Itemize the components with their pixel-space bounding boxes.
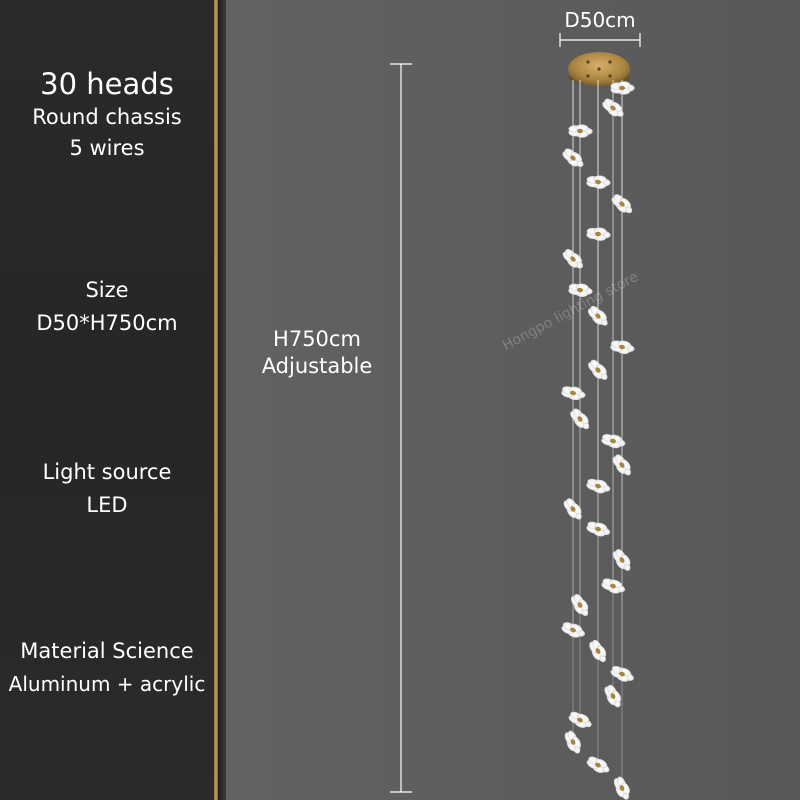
flower-lamp: [589, 639, 607, 663]
flower-lamp: [568, 124, 593, 138]
flower-lamp: [568, 283, 593, 297]
shadow-divider: [218, 0, 226, 800]
diameter-label: D50cm: [564, 8, 636, 32]
flower-lamp: [604, 684, 622, 708]
flower-lamp: [586, 756, 610, 773]
size-value: D50*H750cm: [36, 311, 178, 336]
light-value: LED: [86, 493, 128, 518]
flower-lamp: [562, 148, 584, 167]
height-label: H750cm: [273, 327, 361, 351]
product-background: [226, 0, 800, 800]
flower-lamp: [602, 98, 624, 117]
flower-lamp: [562, 249, 583, 269]
flower-lamp: [611, 194, 633, 214]
chassis-type: Round chassis: [32, 104, 182, 129]
height-bracket: [390, 63, 412, 793]
flower-lamp: [564, 730, 581, 754]
flower-lamp: [612, 454, 631, 476]
size-spec: Size D50*H750cm: [0, 277, 214, 338]
flower-lamp: [601, 434, 626, 449]
flower-lamp: [601, 578, 626, 594]
flower-lamp: [586, 478, 611, 494]
material-value: Aluminum + acrylic: [8, 672, 206, 697]
flower-lamps: [561, 81, 635, 800]
flower-lamp: [610, 665, 634, 682]
flower-lamp: [612, 549, 631, 571]
spec-panel: [0, 0, 214, 800]
flower-lamp: [610, 81, 635, 95]
size-label: Size: [85, 278, 129, 302]
flower-lamp: [586, 175, 611, 189]
light-label: Light source: [42, 460, 172, 484]
flower-lamp: [586, 227, 611, 241]
height-note: Adjustable: [261, 354, 373, 379]
flower-lamp: [561, 386, 586, 401]
material-label: Material Science: [20, 639, 194, 663]
heads-spec: 30 heads Round chassis 5 wires: [0, 66, 214, 162]
flower-lamp: [568, 711, 592, 728]
wires-count: 5 wires: [69, 135, 145, 160]
material-spec: Material Science Aluminum + acrylic: [0, 638, 214, 697]
flower-lamp: [588, 359, 608, 380]
round-chassis: [568, 52, 630, 86]
height-label-group: H750cm Adjustable: [252, 326, 382, 381]
light-spec: Light source LED: [0, 459, 214, 520]
flower-lamp: [587, 305, 608, 326]
gold-divider: [214, 0, 218, 800]
heads-count: 30 heads: [40, 67, 174, 101]
flower-lamp: [571, 593, 589, 617]
flower-lamp: [586, 521, 611, 537]
flower-lamp: [561, 622, 585, 638]
flower-lamp: [563, 498, 582, 520]
flower-lamp: [613, 776, 630, 800]
flower-lamp: [610, 340, 635, 355]
diameter-bracket: [559, 33, 641, 47]
flower-lamp: [570, 408, 590, 430]
